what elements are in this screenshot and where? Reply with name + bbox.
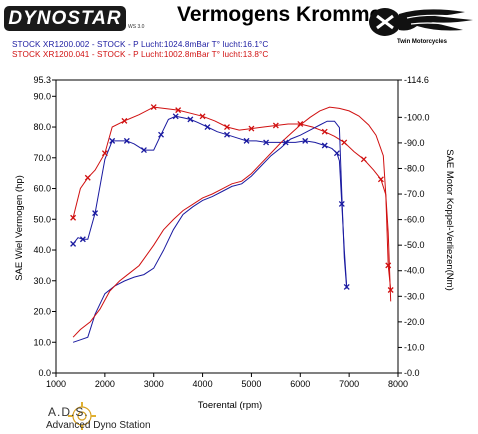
data-point-marker [297,121,304,127]
plot-frame [55,79,399,374]
data-point-marker [387,287,394,293]
data-point-marker [341,139,348,146]
data-point-marker [199,113,206,120]
data-point-marker [224,131,230,138]
y-axis-right-label: SAE Motor Koppel-Verliezen(Nm) [444,149,455,291]
data-point-marker [92,210,99,217]
data-point-marker [343,283,350,290]
torque-line-red [72,106,392,338]
data-point-marker [121,117,128,124]
y-tick-label: 70.0 [33,153,51,163]
x-tick-label: 4000 [193,379,213,389]
x-tick-label: 3000 [144,379,164,389]
ads-logo [68,402,96,430]
data-point-marker [338,200,345,207]
x-tick-label: 5000 [241,379,261,389]
data-point-marker [187,116,194,123]
data-point-marker [158,131,165,138]
data-point-marker [79,236,86,243]
brand-name: Twin Motorcycles [397,39,447,45]
y-tick-label: 50.0 [33,214,51,224]
data-point-marker [377,176,384,183]
torque-line-blue [72,120,348,343]
y-right-tick-label: -100.0 [404,112,430,122]
data-point-marker [248,125,255,132]
ads-subtitle: Advanced Dyno Station [46,420,151,431]
y-right-tick-label: -60.0 [404,215,425,225]
y-tick-label: 80.0 [33,122,51,132]
data-point-marker [150,104,157,111]
y-tick-label: 20.0 [33,307,51,317]
y-tick-label: 60.0 [33,184,51,194]
data-point-marker [321,142,328,149]
data-point-marker [243,137,250,144]
logo-text: DYNOSTAR [8,7,122,29]
run-info-red: STOCK XR1200.041 - STOCK - P Lucht:1002.… [12,50,269,59]
x-tick-label: 8000 [388,379,408,389]
y-right-tick-label: -114.6 [404,75,429,85]
y-right-tick-label: -90.0 [404,138,425,148]
data-point-marker [302,137,309,144]
ads-title: A.D.S. [48,405,89,419]
x-axis-label: Toerental (rpm) [198,400,262,411]
y-right-tick-label: -70.0 [404,189,425,199]
data-point-marker [109,137,116,144]
dynostar-logo: DYNOSTAR [4,6,126,31]
y-right-tick-label: -0.0 [404,368,420,378]
power-line-red [72,106,392,291]
data-point-marker [321,128,328,135]
y-right-tick-label: -10.0 [404,342,425,352]
data-point-marker [101,150,108,157]
y-right-tick-label: -80.0 [404,163,425,173]
data-point-marker [175,107,182,114]
data-point-marker [140,147,147,154]
data-point-marker [84,174,91,181]
y-tick-label: 95.3 [33,75,51,85]
data-point-marker [385,262,392,269]
data-point-marker [263,139,270,146]
y-tick-label: 10.0 [33,337,51,347]
x-tick-label: 6000 [290,379,310,389]
y-tick-label: 30.0 [33,276,51,286]
data-point-marker [172,113,179,120]
data-point-marker [123,137,130,144]
x-tick-label: 1000 [46,379,66,389]
y-tick-label: 90.0 [33,91,51,101]
data-point-marker [333,150,340,157]
data-point-marker [70,214,77,221]
data-point-marker [204,124,211,130]
data-point-marker [272,122,279,129]
logo-subtext: WS 3.0 [128,24,145,30]
y-right-tick-label: -30.0 [404,291,425,301]
y-tick-label: 40.0 [33,245,51,255]
data-point-marker [360,156,367,163]
twin-motorcycles-logo [369,8,473,36]
page-title: Vermogens Kromme [177,3,382,26]
data-point-marker [224,124,230,130]
run-info-blue: STOCK XR1200.002 - STOCK - P Lucht:1024.… [12,40,269,49]
x-tick-label: 2000 [95,379,115,389]
data-point-marker [70,240,77,247]
y-right-tick-label: -50.0 [404,240,425,250]
y-tick-label: 0.0 [38,368,51,378]
y-right-tick-label: -40.0 [404,266,425,276]
data-point-marker [282,139,289,146]
x-tick-label: 7000 [339,379,359,389]
y-axis-label: SAE Wiel Vermogen (hp) [14,175,25,281]
y-right-tick-label: -20.0 [404,317,425,327]
